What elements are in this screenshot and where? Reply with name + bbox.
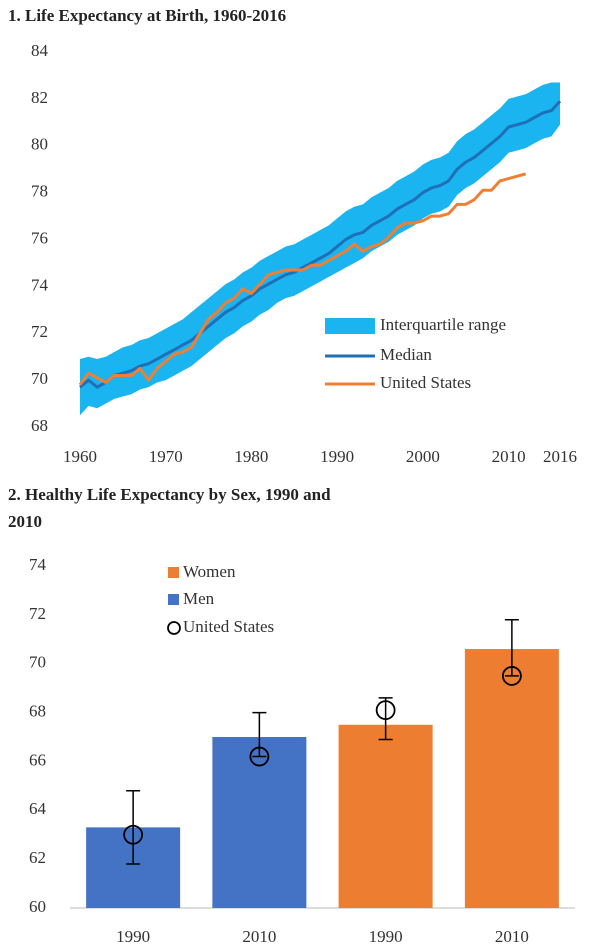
x-tick-label: 1990 (369, 927, 403, 946)
us-marker (501, 666, 522, 686)
error-bar (252, 711, 267, 758)
x-tick-label: 1980 (234, 447, 268, 466)
x-tick-label: 2010 (495, 927, 529, 946)
y-tick-label: 66 (29, 750, 46, 769)
y-tick-label: 84 (31, 41, 49, 60)
x-tick-label: 1990 (116, 927, 150, 946)
y-tick-label: 60 (29, 897, 46, 916)
bar (212, 737, 307, 908)
chart-title: 2. Healthy Life Expectancy by Sex, 1990 … (8, 485, 331, 531)
x-tick-label: 2010 (242, 927, 276, 946)
x-tick-label: 2010 (492, 447, 526, 466)
y-tick-label: 76 (31, 228, 48, 247)
y-tick-label: 80 (31, 135, 48, 154)
legend-marker (167, 621, 181, 635)
legend-label: Women (183, 562, 236, 581)
y-tick-label: 64 (29, 799, 47, 818)
x-tick-label: 1960 (63, 447, 97, 466)
us-marker (249, 746, 270, 767)
legend-label: Median (380, 345, 432, 364)
y-tick-label: 74 (29, 555, 47, 574)
y-tick-label: 78 (31, 182, 48, 201)
series-line (78, 172, 527, 386)
bar (464, 649, 559, 908)
legend-swatch (168, 567, 179, 578)
y-tick-label: 70 (31, 369, 48, 388)
x-tick-label: 2016 (543, 447, 577, 466)
y-tick-label: 72 (29, 604, 46, 623)
y-tick-label: 70 (29, 653, 46, 672)
y-tick-label: 82 (31, 88, 48, 107)
legend-swatch (325, 318, 375, 334)
chart-title: 1. Life Expectancy at Birth, 1960-2016 (8, 6, 286, 25)
x-tick-label: 1970 (149, 447, 183, 466)
series-line (79, 100, 562, 389)
y-tick-label: 72 (31, 322, 48, 341)
legend-label: United States (380, 373, 471, 392)
x-tick-label: 2000 (406, 447, 440, 466)
legend-label: United States (183, 617, 274, 636)
y-tick-label: 62 (29, 848, 46, 867)
us-marker (375, 700, 396, 721)
legend-swatch (168, 594, 179, 605)
legend-label: Men (183, 589, 215, 608)
y-tick-label: 68 (29, 701, 46, 720)
us-marker (123, 824, 144, 845)
error-bar (126, 789, 141, 865)
y-tick-label: 68 (31, 416, 48, 435)
bar (338, 724, 433, 908)
x-tick-label: 1990 (320, 447, 354, 466)
y-tick-label: 74 (31, 275, 49, 294)
legend-label: Interquartile range (380, 315, 506, 334)
iqr-band (80, 82, 560, 416)
